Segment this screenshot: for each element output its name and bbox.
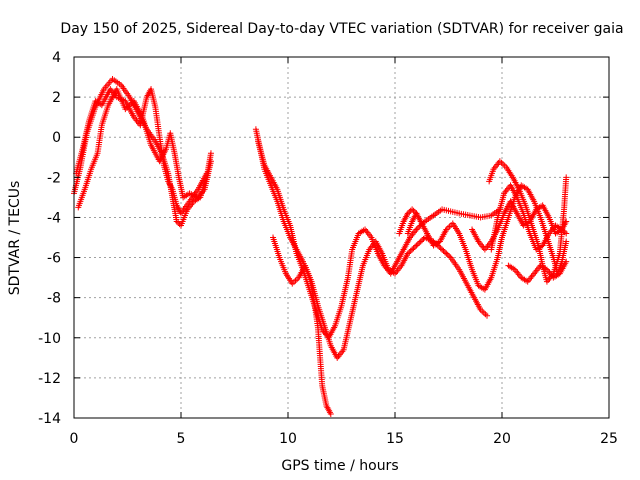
data-point [122,106,129,113]
data-point [409,246,416,253]
data-point [406,249,413,256]
series-track-5 [255,138,503,341]
data-point [561,229,568,236]
data-point [128,100,135,107]
chart-title: Day 150 of 2025, Sidereal Day-to-day VTE… [60,21,623,37]
data-point [440,247,447,254]
data-point [484,312,491,319]
data-point [173,218,180,225]
x-tick-label: 0 [70,431,79,447]
x-axis-label: GPS time / hours [281,458,398,474]
series-track-1 [71,76,214,229]
data-point [410,245,417,252]
data-point [439,246,446,253]
data-point [413,226,420,233]
data-point [563,218,570,225]
y-tick-label: -4 [47,210,61,226]
y-tick-label: 2 [52,90,61,106]
data-point [407,247,414,254]
data-point [409,206,416,213]
y-tick-label: 0 [52,130,61,146]
series-track-10 [488,182,570,253]
y-tick-label: -10 [38,331,61,347]
data-point [443,250,450,257]
data-point [207,150,214,157]
data-point [436,243,443,250]
data-point [413,210,420,217]
data-point [123,104,130,111]
x-tick-label: 25 [600,431,618,447]
y-tick-label: -8 [47,291,61,307]
x-tick-label: 10 [279,431,297,447]
x-tick-label: 5 [177,431,186,447]
data-point [414,241,421,248]
data-point [560,227,567,234]
data-point [416,239,423,246]
axis-ticks: 0 5 10 15 20 25 -14 -12 -10 -8 -6 -4 -2 0 2 4 [38,50,618,447]
y-tick-label: 4 [52,50,61,66]
data-point [404,250,411,257]
y-tick-label: -12 [38,371,61,387]
data-point [558,226,565,233]
data-point [207,158,214,165]
data-point [563,230,570,237]
data-point [414,225,421,232]
series-track-11 [505,258,570,285]
data-point [563,258,570,265]
y-tick-label: -2 [47,170,61,186]
data-point [413,242,420,249]
data-point [406,209,413,216]
data-point [563,174,570,181]
data-point [125,103,132,110]
data-point [175,219,182,226]
series-track-2 [73,86,210,217]
y-tick-label: -14 [38,411,61,427]
data-point [417,238,424,245]
data-point [444,251,451,258]
series-track-3 [75,86,214,211]
y-tick-label: -6 [47,251,61,267]
data-point [126,102,133,109]
plot-frame [73,56,610,419]
y-axis-label: SDTVAR / TECUs [7,181,23,296]
data-point [446,253,453,260]
data-point [410,207,417,214]
data-point [404,210,411,217]
data-point [411,209,418,216]
data-point [419,237,426,244]
data-point [411,243,418,250]
data-points [71,76,570,417]
x-tick-label: 15 [386,431,404,447]
series-track-12 [396,206,420,237]
data-point [437,245,444,252]
data-point [441,249,448,256]
data-point [563,238,570,245]
data-point [327,410,334,417]
x-tick-label: 20 [493,431,511,447]
